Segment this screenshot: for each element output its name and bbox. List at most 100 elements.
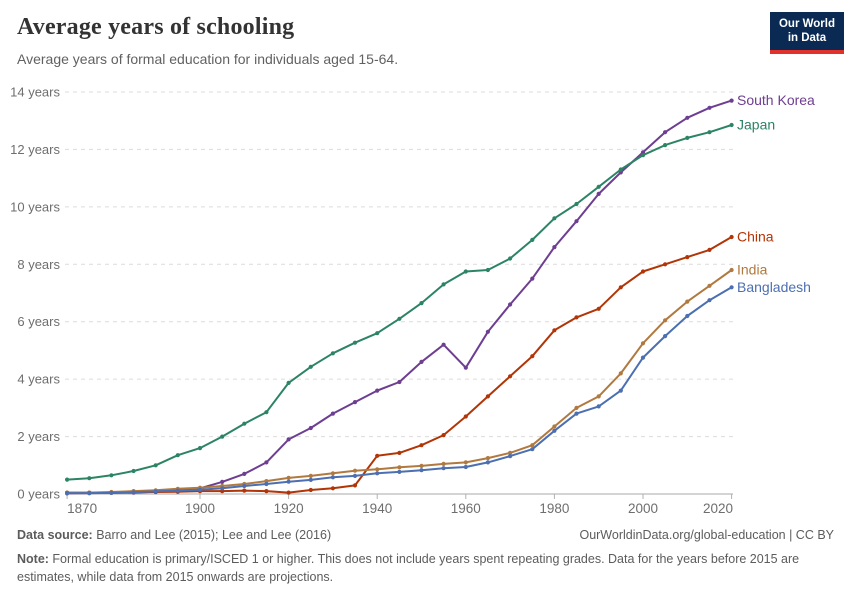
data-point-india — [707, 283, 712, 288]
x-tick-label: 1960 — [451, 501, 481, 516]
data-point-india — [397, 465, 402, 470]
y-tick-label: 8 years — [17, 257, 60, 272]
data-point-china — [463, 414, 468, 419]
data-point-japan — [596, 184, 601, 189]
data-point-japan — [618, 167, 623, 172]
data-point-china — [508, 374, 513, 379]
data-point-china — [308, 487, 313, 493]
data-point-china — [596, 306, 601, 311]
data-point-south-korea — [596, 191, 601, 196]
x-tick-label: 2020 — [703, 501, 733, 516]
data-point-china — [264, 489, 269, 494]
data-point-india — [308, 473, 313, 478]
chart-subtitle: Average years of formal education for in… — [17, 51, 399, 67]
data-point-bangladesh — [109, 490, 114, 495]
data-point-india — [330, 471, 335, 476]
data-point-japan — [330, 351, 335, 356]
series-label-bangladesh[interactable]: Bangladesh — [737, 279, 811, 295]
data-point-south-korea — [685, 115, 690, 120]
data-point-japan — [197, 446, 203, 451]
data-point-india — [574, 405, 579, 410]
series-label-china[interactable]: China — [737, 229, 774, 245]
y-tick-label: 14 years — [10, 85, 60, 100]
data-point-japan — [131, 468, 136, 474]
data-point-china — [729, 234, 734, 240]
x-tick-label: 1870 — [67, 501, 97, 516]
data-point-bangladesh — [308, 477, 313, 482]
series-label-india[interactable]: India — [737, 262, 768, 278]
data-point-bangladesh — [330, 475, 335, 480]
data-point-japan — [463, 269, 468, 274]
data-point-south-korea — [352, 400, 358, 405]
data-point-japan — [220, 434, 225, 439]
data-point-bangladesh — [463, 464, 468, 470]
data-point-india — [640, 341, 646, 346]
data-point-bangladesh — [640, 355, 646, 360]
x-tick-label: 1940 — [362, 501, 392, 516]
data-point-india — [508, 450, 513, 455]
data-point-south-korea — [640, 150, 646, 155]
data-point-china — [242, 488, 247, 493]
data-point-china — [419, 443, 424, 448]
data-source: Data source: Barro and Lee (2015); Lee a… — [17, 528, 331, 542]
series-line-south-korea[interactable] — [67, 99, 732, 495]
data-point-japan — [375, 331, 380, 336]
data-point-south-korea — [530, 276, 535, 281]
data-point-japan — [707, 130, 712, 135]
note-text: Formal education is primary/ISCED 1 or h… — [17, 552, 800, 585]
data-point-japan — [109, 473, 114, 478]
data-point-bangladesh — [286, 479, 291, 484]
owid-logo-line2: in Data — [787, 32, 827, 45]
data-point-japan — [419, 301, 424, 306]
data-point-china — [574, 315, 579, 320]
data-point-china — [685, 255, 690, 260]
data-point-india — [485, 456, 490, 461]
data-point-south-korea — [663, 130, 668, 135]
y-tick-label: 2 years — [17, 429, 60, 444]
series-line-japan[interactable] — [67, 124, 732, 481]
data-point-japan — [264, 410, 269, 415]
data-point-japan — [441, 282, 446, 287]
owid-logo[interactable]: Our World in Data — [769, 12, 844, 54]
data-point-bangladesh — [131, 490, 136, 495]
x-tick-label: 2000 — [628, 501, 658, 516]
data-point-bangladesh — [197, 487, 203, 492]
data-point-china — [352, 483, 358, 488]
y-tick-label: 6 years — [17, 314, 60, 329]
data-point-china — [707, 247, 712, 252]
series-label-south-korea[interactable]: South Korea — [737, 92, 815, 108]
data-point-bangladesh — [264, 481, 269, 487]
x-tick-label: 1900 — [185, 501, 215, 516]
chart-footer: Data source: Barro and Lee (2015); Lee a… — [17, 528, 834, 586]
data-point-china — [485, 394, 490, 399]
data-point-bangladesh — [175, 488, 180, 493]
data-point-china — [552, 328, 557, 333]
data-point-bangladesh — [707, 298, 712, 303]
data-point-south-korea — [419, 359, 424, 364]
data-point-bangladesh — [397, 469, 402, 474]
data-point-south-korea — [463, 365, 468, 370]
data-point-south-korea — [552, 245, 557, 250]
data-point-japan — [308, 364, 313, 369]
series-label-japan[interactable]: Japan — [737, 117, 775, 133]
data-point-china — [375, 453, 380, 458]
data-point-japan — [175, 453, 180, 458]
data-point-china — [530, 354, 535, 359]
data-point-india — [441, 461, 446, 466]
x-tick-label: 1980 — [539, 501, 569, 516]
data-point-japan — [685, 135, 690, 140]
data-point-japan — [574, 201, 579, 207]
data-point-india — [286, 475, 291, 480]
y-tick-label: 0 years — [17, 487, 60, 502]
data-point-china — [441, 433, 446, 438]
data-point-south-korea — [508, 302, 513, 307]
data-point-bangladesh — [685, 313, 690, 319]
owid-link[interactable]: OurWorldinData.org/global-education | CC… — [579, 528, 834, 542]
page-title: Average years of schooling — [17, 14, 295, 40]
data-point-bangladesh — [220, 486, 225, 491]
data-point-bangladesh — [663, 334, 668, 339]
data-point-south-korea — [308, 425, 313, 431]
data-point-bangladesh — [419, 468, 424, 473]
